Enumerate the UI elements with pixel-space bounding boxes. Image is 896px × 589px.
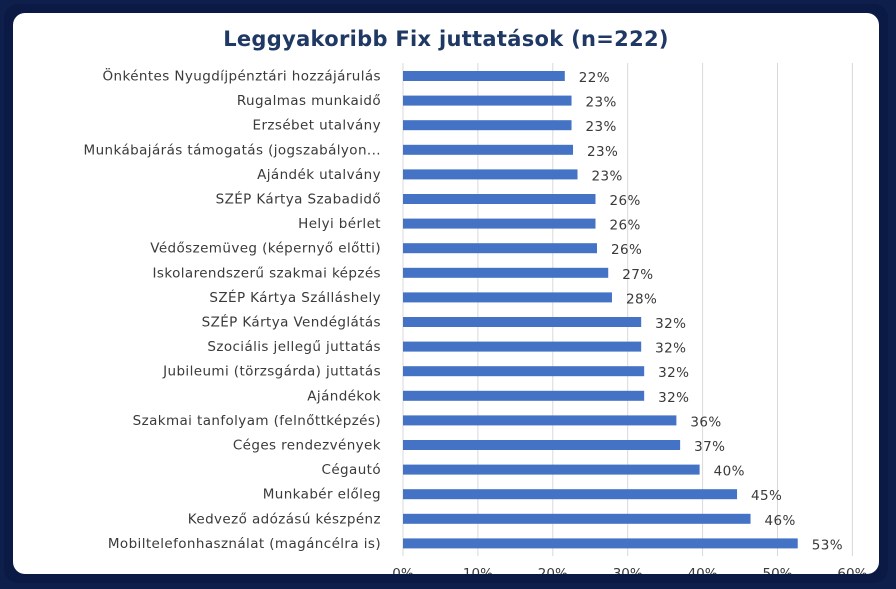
x-tick-label: 10%	[463, 566, 493, 574]
bar-chart: 0% 10% 20% 30% 40% 50% 60% Önkéntes Nyugdíjpénz…	[84, 63, 868, 574]
data-label: 26%	[609, 218, 640, 234]
data-label: 32%	[658, 390, 689, 406]
bar	[403, 341, 642, 352]
data-label: 23%	[586, 119, 617, 135]
data-label: 23%	[587, 144, 618, 160]
category-label: Munkabér előleg	[263, 487, 381, 503]
bar	[403, 267, 609, 278]
category-label: Cégautó	[322, 462, 381, 478]
category-label: Szakmai tanfolyam (felnőttképzés)	[133, 413, 381, 429]
category-label: Erzsébet utalvány	[253, 118, 381, 134]
bar	[403, 415, 677, 426]
bar	[403, 317, 642, 327]
x-tick-label: 0%	[392, 566, 414, 574]
bar	[403, 243, 597, 254]
category-label: Szociális jellegű juttatás	[207, 339, 381, 355]
category-label: Ajándékok	[307, 388, 381, 404]
data-label: 26%	[609, 193, 640, 209]
bar	[403, 464, 700, 475]
category-label: SZÉP Kártya Szabadidő	[216, 191, 381, 208]
data-label: 36%	[690, 414, 721, 430]
data-label: 22%	[579, 70, 610, 86]
bar	[403, 292, 612, 303]
category-label: Munkábajárás támogatás (jogszabályon...	[84, 142, 381, 158]
category-label: Ajándék utalvány	[257, 167, 381, 183]
category-label: Védőszemüveg (képernyő előtti)	[150, 241, 381, 257]
x-tick-label: 30%	[613, 566, 643, 574]
bar	[403, 120, 572, 131]
category-label: Iskolarendszerű szakmai képzés	[153, 265, 381, 281]
data-label: 32%	[658, 365, 689, 381]
category-label: Jubileumi (törzsgárda) juttatás	[162, 364, 381, 380]
bar	[403, 71, 565, 81]
bar	[403, 538, 798, 549]
x-tick-label: 20%	[538, 566, 568, 574]
data-label: 27%	[622, 267, 653, 283]
data-label: 53%	[812, 537, 843, 553]
data-label: 32%	[655, 341, 686, 357]
bar	[403, 218, 596, 229]
chart-title: Leggyakoribb Fix juttatások (n=222)	[223, 27, 669, 51]
data-label: 45%	[751, 488, 782, 504]
bar	[403, 366, 645, 377]
category-label: SZÉP Kártya Vendéglátás	[202, 314, 381, 331]
data-label: 23%	[592, 168, 623, 184]
bar	[403, 95, 572, 106]
bar	[403, 440, 681, 450]
chart-frame: Leggyakoribb Fix juttatások (n=222) 0% 10…	[4, 4, 888, 583]
bar	[403, 489, 738, 500]
chart-panel: Leggyakoribb Fix juttatások (n=222) 0% 10…	[13, 13, 879, 574]
x-tick-label: 40%	[688, 566, 718, 574]
data-label: 28%	[626, 291, 657, 307]
data-label: 23%	[586, 95, 617, 111]
x-tick-label: 60%	[837, 566, 867, 574]
category-label: SZÉP Kártya Szálláshely	[209, 289, 381, 306]
bar	[403, 144, 574, 155]
category-label: Rugalmas munkaidő	[237, 93, 381, 109]
data-label: 32%	[655, 316, 686, 332]
data-label: 46%	[765, 513, 796, 529]
category-label: Mobiltelefonhasználat (magáncélra is)	[108, 536, 381, 552]
data-label: 26%	[611, 242, 642, 258]
category-label: Helyi bérlet	[298, 216, 381, 232]
category-label: Céges rendezvények	[233, 438, 381, 454]
bar	[403, 513, 751, 524]
x-tick-label: 50%	[762, 566, 792, 574]
category-label: Kedvező adózású készpénz	[188, 511, 381, 527]
category-label: Önkéntes Nyugdíjpénztári hozzájárulás	[102, 67, 381, 85]
bar	[403, 169, 578, 180]
bar	[403, 194, 596, 204]
bar	[403, 390, 645, 401]
data-label: 40%	[714, 464, 745, 480]
data-label: 37%	[694, 439, 725, 455]
